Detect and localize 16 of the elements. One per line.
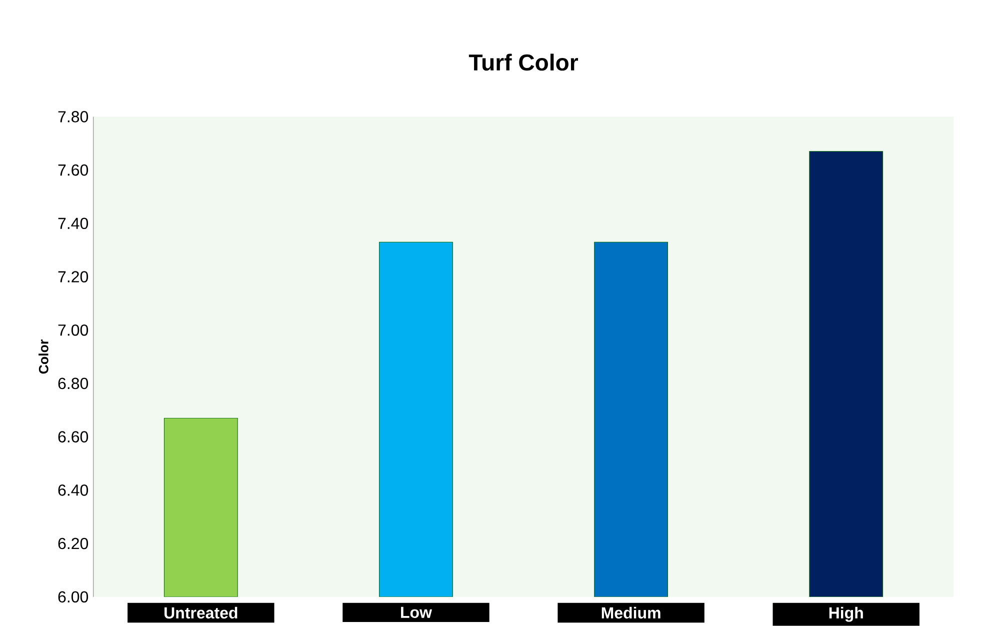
x-tick-label: High: [829, 606, 863, 622]
x-tick-label: Low: [401, 606, 432, 618]
y-tick-label: 6.60: [58, 431, 88, 442]
x-tick-label: Untreated: [164, 606, 238, 618]
y-tick-label: 7.20: [58, 271, 88, 282]
chart-title: Turf Color: [468, 54, 578, 71]
y-axis-title: Color: [38, 339, 48, 374]
y-tick-label: 7.40: [58, 218, 88, 229]
y-tick-label: 6.00: [58, 591, 88, 602]
y-tick-label: 7.60: [58, 164, 88, 176]
y-tick-label: 6.20: [58, 538, 88, 550]
y-tick-label: 6.40: [58, 484, 88, 496]
y-tick-label: 7.00: [58, 324, 88, 336]
y-tick-label: 6.80: [58, 378, 88, 390]
x-tick-label: Medium: [602, 606, 660, 618]
y-tick-label: 7.80: [58, 110, 88, 122]
